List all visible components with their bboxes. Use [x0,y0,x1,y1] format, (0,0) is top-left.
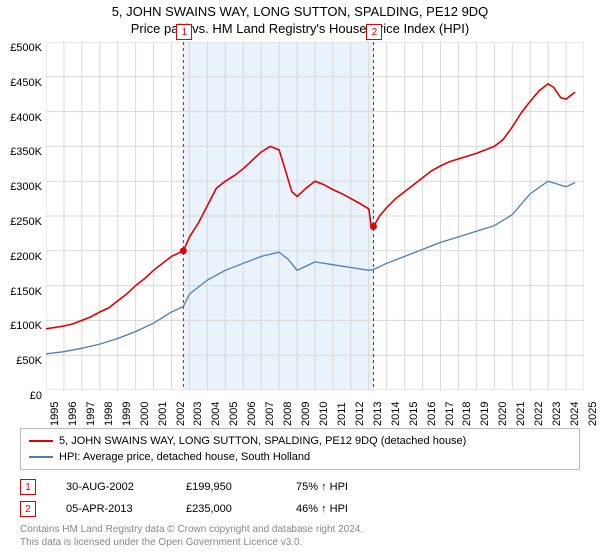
chart-svg [46,42,584,390]
footer-attribution: Contains HM Land Registry data © Crown c… [20,524,580,549]
x-tick-label: 2020 [497,402,509,426]
legend-label: HPI: Average price, detached house, Sout… [59,451,310,463]
y-tick-label: £300K [10,181,42,193]
x-tick-label: 2022 [533,402,545,426]
y-axis-labels: £0£50K£100K£150K£200K£250K£300K£350K£400… [0,48,46,396]
sale-price: £199,950 [186,481,266,493]
x-tick-label: 1995 [49,402,61,426]
x-tick-label: 1999 [121,402,133,426]
x-tick-label: 2021 [515,402,527,426]
y-tick-label: £250K [10,216,42,228]
x-tick-label: 2001 [157,402,169,426]
sale-num-box: 2 [20,501,36,517]
y-tick-label: £350K [10,146,42,158]
sale-row: 1 30-AUG-2002 £199,950 75% ↑ HPI [20,476,580,498]
x-tick-label: 2014 [390,402,402,426]
sale-price: £235,000 [186,503,266,515]
x-tick-label: 2019 [479,402,491,426]
x-tick-label: 2025 [587,402,599,426]
sales-table: 1 30-AUG-2002 £199,950 75% ↑ HPI 2 05-APR-201… [20,476,580,520]
sale-delta: 46% ↑ HPI [296,503,348,515]
y-tick-label: £50K [16,355,42,367]
x-tick-label: 2008 [282,402,294,426]
x-tick-label: 2000 [139,402,151,426]
sale-marker-1: 1 [176,24,192,40]
title-address: 5, JOHN SWAINS WAY, LONG SUTTON, SPALDIN… [0,4,600,19]
x-tick-label: 2004 [210,402,222,426]
y-tick-label: £200K [10,251,42,263]
y-tick-label: £400K [10,112,42,124]
legend-label: 5, JOHN SWAINS WAY, LONG SUTTON, SPALDIN… [59,435,466,447]
title-block: 5, JOHN SWAINS WAY, LONG SUTTON, SPALDIN… [0,0,600,36]
x-tick-label: 2006 [246,402,258,426]
x-tick-label: 2003 [192,402,204,426]
x-tick-label: 1997 [85,402,97,426]
legend-item: HPI: Average price, detached house, Sout… [29,449,571,465]
legend-item: 5, JOHN SWAINS WAY, LONG SUTTON, SPALDIN… [29,433,571,449]
x-tick-label: 2005 [228,402,240,426]
y-tick-label: £0 [30,390,42,402]
title-subtitle: Price paid vs. HM Land Registry's House … [0,21,600,36]
chart-container: 5, JOHN SWAINS WAY, LONG SUTTON, SPALDIN… [0,0,600,549]
sale-num-box: 1 [20,479,36,495]
x-tick-label: 2024 [569,402,581,426]
plot-area: 12 [46,42,584,390]
x-tick-label: 2011 [336,402,348,426]
x-tick-label: 2007 [264,402,276,426]
x-tick-label: 1996 [67,402,79,426]
x-tick-label: 2002 [175,402,187,426]
legend-swatch [29,440,53,442]
x-tick-label: 2023 [551,402,563,426]
x-tick-label: 2015 [408,402,420,426]
x-tick-label: 2016 [426,402,438,426]
sale-row: 2 05-APR-2013 £235,000 46% ↑ HPI [20,498,580,520]
x-tick-label: 2013 [372,402,384,426]
x-tick-label: 2012 [354,402,366,426]
sale-date: 30-AUG-2002 [66,481,156,493]
x-tick-label: 1998 [103,402,115,426]
x-tick-label: 2009 [300,402,312,426]
y-tick-label: £100K [10,320,42,332]
x-axis-labels: 1995 1996 1997 1998 1999 2000 2001 2002 2003 2004… [46,398,584,434]
legend: 5, JOHN SWAINS WAY, LONG SUTTON, SPALDIN… [20,428,580,470]
x-tick-label: 2018 [461,402,473,426]
sale-date: 05-APR-2013 [66,503,156,515]
footer-line-1: Contains HM Land Registry data © Crown c… [20,524,580,537]
y-tick-label: £450K [10,77,42,89]
legend-swatch [29,456,53,458]
x-tick-label: 2017 [444,402,456,426]
sale-marker-2: 2 [366,24,382,40]
x-tick-label: 2010 [318,402,330,426]
sale-delta: 75% ↑ HPI [296,481,348,493]
y-tick-label: £150K [10,286,42,298]
footer-line-2: This data is licensed under the Open Gov… [20,537,580,550]
y-tick-label: £500K [10,42,42,54]
